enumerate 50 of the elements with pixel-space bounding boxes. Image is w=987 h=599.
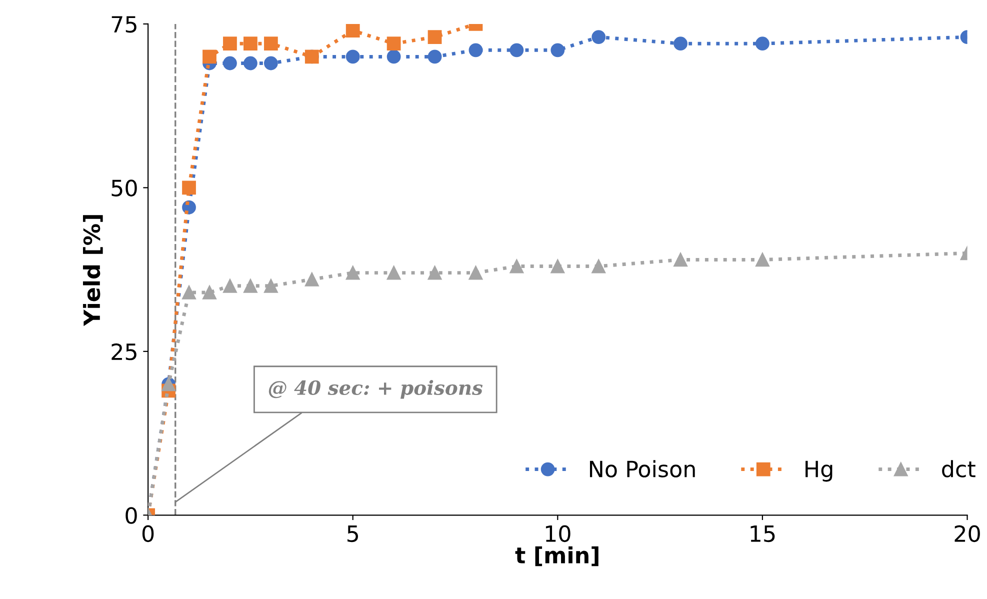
point xyxy=(756,252,770,267)
point xyxy=(592,30,606,44)
x-tick-label: 20 xyxy=(954,525,980,542)
y-tick-label: 50 xyxy=(112,180,137,196)
point xyxy=(674,36,688,51)
point xyxy=(510,259,524,274)
point xyxy=(756,36,770,51)
y-axis-title: Yield [%] xyxy=(82,215,103,326)
point xyxy=(346,24,360,38)
point xyxy=(264,56,278,70)
x-tick-label: 0 xyxy=(142,525,154,542)
point xyxy=(244,278,258,293)
point xyxy=(264,278,278,293)
x-tick-label: 5 xyxy=(348,526,358,542)
legend-label: No Poison xyxy=(590,460,695,478)
x-tick-label: 10 xyxy=(546,525,570,542)
y-tick-label: 25 xyxy=(112,343,136,360)
point xyxy=(223,56,237,70)
point xyxy=(592,259,606,274)
point xyxy=(468,266,483,280)
point xyxy=(428,50,442,64)
legend-label: Hg xyxy=(806,460,832,482)
point xyxy=(428,266,442,280)
point xyxy=(244,36,258,51)
point xyxy=(674,252,688,267)
point xyxy=(510,43,524,58)
point xyxy=(550,259,565,274)
point xyxy=(202,286,216,300)
point xyxy=(182,180,196,195)
point xyxy=(264,36,278,51)
point xyxy=(468,43,483,58)
point xyxy=(182,286,196,300)
y-tick-label: 75 xyxy=(112,16,136,33)
point xyxy=(386,50,401,64)
point xyxy=(386,266,401,280)
point xyxy=(346,266,360,280)
y-tick-label: 0 xyxy=(126,507,137,524)
point xyxy=(202,50,216,64)
point xyxy=(304,272,319,286)
legend-label: dct xyxy=(942,460,976,478)
x-tick-label: 15 xyxy=(750,526,775,542)
point xyxy=(346,50,360,64)
point xyxy=(244,56,258,70)
point xyxy=(428,30,442,44)
x-axis-title: t [min] xyxy=(515,546,598,566)
point xyxy=(550,43,565,58)
point xyxy=(223,278,237,293)
point xyxy=(223,36,237,51)
annotation: @ 40 sec: + poisons xyxy=(268,380,483,399)
point xyxy=(386,36,401,51)
